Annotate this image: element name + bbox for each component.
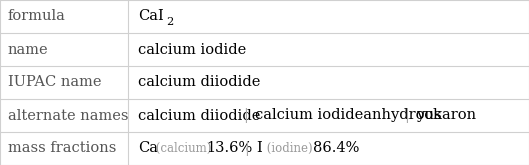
Text: I: I [256,142,262,155]
Text: calcium iodide: calcium iodide [138,43,247,56]
Text: 2: 2 [166,17,174,27]
Text: |: | [243,108,248,123]
Text: IUPAC name: IUPAC name [8,76,102,89]
Text: 86.4%: 86.4% [313,142,359,155]
Text: CaI: CaI [138,10,164,23]
Text: formula: formula [8,10,66,23]
Text: |: | [244,141,249,156]
Text: name: name [8,43,49,56]
Text: (iodine): (iodine) [263,142,316,155]
Text: |: | [404,108,409,123]
Text: calcium diiodide: calcium diiodide [138,109,260,122]
Text: Ca: Ca [138,142,158,155]
Text: 13.6%: 13.6% [207,142,253,155]
Text: alternate names: alternate names [8,109,129,122]
Text: mass fractions: mass fractions [8,142,116,155]
Text: calcium diiodide: calcium diiodide [138,76,260,89]
Text: yokaron: yokaron [416,109,476,122]
Text: calcium iodideanhydrous: calcium iodideanhydrous [255,109,442,122]
Text: (calcium): (calcium) [152,142,215,155]
